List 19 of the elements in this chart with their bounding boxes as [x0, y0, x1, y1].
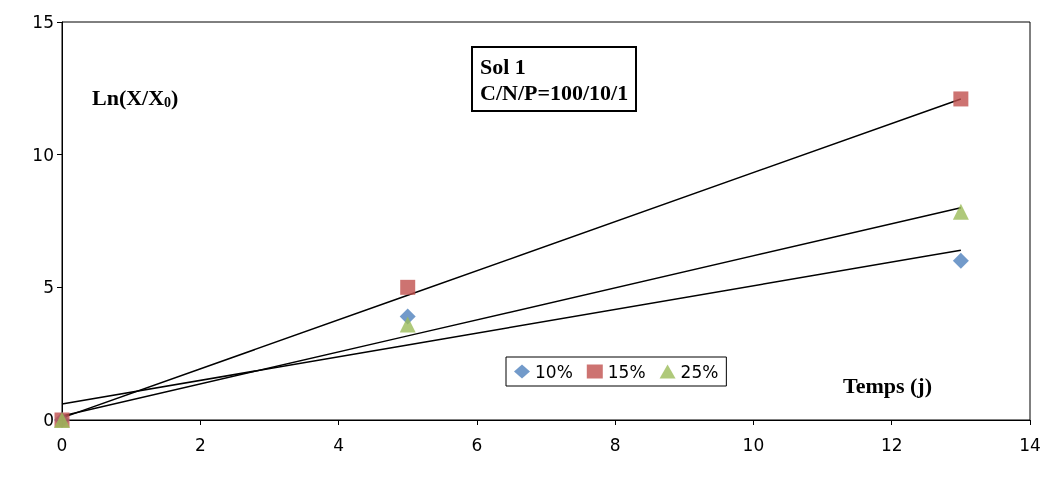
- x-tick-label: 10: [742, 434, 765, 455]
- y-axis-title: Ln(X/X0): [92, 84, 179, 110]
- y-tick-label: 10: [32, 144, 54, 165]
- x-tick-label: 14: [1019, 434, 1041, 455]
- text: Sol 1: [480, 53, 526, 79]
- y-tick-label: 0: [43, 410, 54, 430]
- x-tick-label: 4: [333, 434, 344, 455]
- legend-label: 25%: [680, 361, 719, 382]
- text: C/N/P=100/10/1: [480, 79, 629, 105]
- y-tick-label: 15: [32, 12, 54, 32]
- legend-label: 10%: [535, 361, 573, 382]
- x-axis-title: Temps (j): [843, 372, 933, 398]
- y-tick-label: 5: [43, 277, 54, 298]
- x-tick-label: 2: [194, 434, 206, 455]
- x-tick-label: 12: [880, 434, 903, 455]
- x-tick-label: 8: [609, 434, 621, 455]
- x-tick-label: 6: [471, 434, 483, 455]
- legend-label: 15%: [607, 361, 646, 382]
- x-tick-label: 0: [56, 434, 68, 455]
